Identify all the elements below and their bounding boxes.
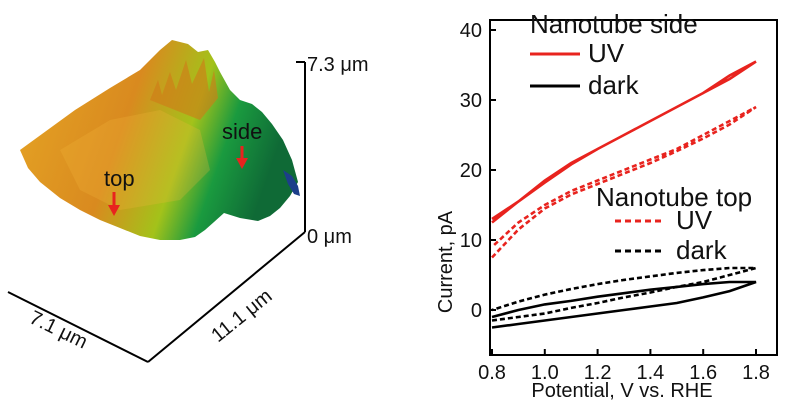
y-base-axis-line [147, 231, 306, 363]
chart-x-axis-label: Potential, V vs. RHE [531, 380, 712, 402]
chart-series [491, 60, 757, 329]
chart-y-axis-label: Current, pA [435, 210, 457, 313]
afm-surface-highlight [60, 110, 210, 210]
legend-title-nanotube-side: Nanotube side [530, 9, 698, 39]
side-arrow-head [236, 158, 248, 169]
y-tick-label: 20 [460, 160, 482, 182]
afm-surface [20, 40, 298, 240]
y-tick-label: 30 [460, 90, 482, 112]
x-base-axis-line [7, 291, 149, 363]
legend-label-side-dark: dark [588, 70, 640, 100]
x-tick-label: 1.4 [636, 362, 664, 384]
legend-nanotube-side: Nanotube side UV dark [530, 9, 698, 100]
series-nanotube-side-dark [491, 280, 757, 329]
x-base-axis-label: 7.1 μm [26, 307, 91, 354]
legend-label-top-dark: dark [676, 235, 728, 265]
afm-surface-peaks [150, 58, 218, 120]
side-annotation: side [222, 119, 262, 144]
z-max-label: 7.3 μm [307, 54, 369, 76]
x-tick-label: 1.8 [742, 362, 770, 384]
legend-label-top-uv: UV [676, 205, 713, 235]
afm-surface-panel: 7.3 μm 0 μm 11.1 μm 7.1 μm top side [7, 40, 369, 363]
y-tick-label: 0 [471, 300, 482, 322]
current-potential-chart: 0.8 1.0 1.2 1.4 1.6 1.8 0 10 20 30 40 Potential, V… [435, 9, 778, 402]
legend-label-side-uv: UV [588, 38, 625, 68]
series-nanotube-side-uv [491, 60, 757, 224]
x-tick-label: 0.8 [478, 362, 506, 384]
top-annotation: top [104, 166, 135, 191]
y-base-axis-label: 11.1 μm [207, 285, 276, 347]
afm-edge [283, 170, 300, 196]
legend-nanotube-top: Nanotube top UV dark [596, 182, 752, 265]
x-tick-label: 1.6 [689, 362, 717, 384]
z-min-label: 0 μm [307, 226, 352, 248]
series-nanotube-top-dark [491, 266, 757, 322]
legend-title-nanotube-top: Nanotube top [596, 182, 752, 212]
x-tick-label: 1.0 [531, 362, 559, 384]
y-tick-label: 10 [460, 230, 482, 252]
top-arrow-head [108, 205, 120, 216]
series-nanotube-top-uv [491, 105, 757, 259]
x-tick-label: 1.2 [584, 362, 612, 384]
y-tick-label: 40 [460, 20, 482, 42]
chart-axes: 0.8 1.0 1.2 1.4 1.6 1.8 0 10 20 30 40 [460, 19, 778, 384]
plot-frame [489, 19, 778, 356]
